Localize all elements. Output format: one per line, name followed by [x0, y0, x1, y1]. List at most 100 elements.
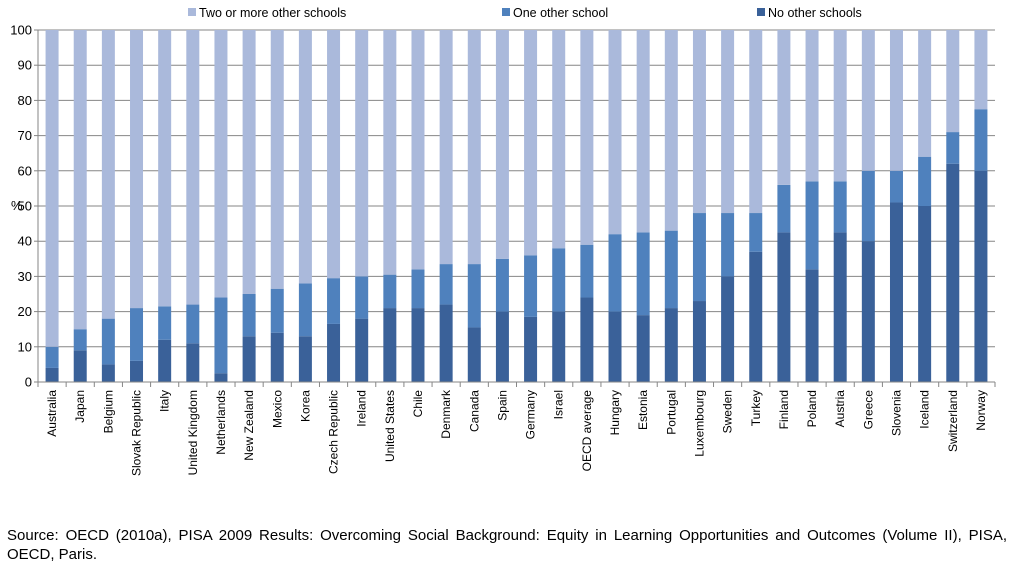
- bar-segment: [777, 232, 791, 382]
- bar-segment: [101, 30, 115, 319]
- bar-segment: [186, 343, 200, 382]
- legend-item: Two or more other schools: [188, 6, 346, 20]
- bar-segment: [580, 30, 594, 245]
- bar-segment: [439, 264, 453, 305]
- bar-segment: [749, 251, 763, 382]
- axes: [37, 30, 996, 387]
- bar-segment: [805, 181, 819, 270]
- bar-segment: [214, 373, 228, 382]
- bar-segment: [158, 339, 172, 382]
- bar-segment: [298, 283, 312, 337]
- bar-segment: [73, 30, 87, 330]
- bar-segment: [186, 30, 200, 305]
- legend-label: One other school: [513, 6, 608, 20]
- bar-segment: [214, 297, 228, 374]
- bar-segment: [580, 244, 594, 298]
- bar-segment: [130, 30, 144, 309]
- bar-segment: [692, 213, 706, 302]
- x-tick-label: Finland: [777, 390, 791, 429]
- bar-segment: [383, 308, 397, 382]
- bar-segment: [974, 109, 988, 171]
- gridlines: [34, 29, 995, 383]
- bar-segment: [383, 30, 397, 275]
- source-note: Source: OECD (2010a), PISA 2009 Results:…: [7, 527, 1007, 563]
- legend-swatch: [188, 8, 196, 16]
- bar-segment: [242, 30, 256, 294]
- bar-segment: [270, 288, 284, 333]
- x-tick-label: Czech Republic: [327, 390, 341, 474]
- x-tick-label: Denmark: [439, 389, 453, 439]
- x-tick-label: Ireland: [355, 390, 369, 427]
- x-tick-label: New Zealand: [242, 390, 256, 461]
- bar-segment: [664, 230, 678, 309]
- bar-segment: [327, 278, 341, 324]
- bar-segment: [130, 360, 144, 382]
- bar-segment: [805, 269, 819, 382]
- bar-segment: [692, 30, 706, 214]
- bar-segment: [552, 30, 566, 249]
- legend-swatch: [502, 8, 510, 16]
- bar-segment: [101, 318, 115, 365]
- bar-segment: [721, 213, 735, 277]
- y-tick-label: 50: [18, 199, 32, 214]
- x-tick-label: Korea: [298, 390, 312, 422]
- bar-segment: [411, 308, 425, 382]
- y-tick-label: 40: [18, 234, 32, 249]
- bar-segment: [721, 276, 735, 382]
- bar-segment: [918, 30, 932, 157]
- bar-segment: [355, 30, 369, 277]
- bar-segment: [861, 170, 875, 242]
- bar-segment: [186, 304, 200, 344]
- bar-segment: [805, 30, 819, 182]
- legend-label: Two or more other schools: [199, 6, 346, 20]
- bar-segment: [552, 311, 566, 382]
- bar-segment: [242, 294, 256, 337]
- legend-label: No other schools: [768, 6, 862, 20]
- bar-segment: [552, 248, 566, 312]
- x-tick-label: Spain: [495, 390, 509, 421]
- y-tick-label: 90: [18, 58, 32, 73]
- bar-segment: [355, 318, 369, 382]
- bar-segment: [73, 329, 87, 351]
- x-tick-label: Belgium: [101, 390, 115, 433]
- bar-segment: [45, 367, 59, 382]
- bar-segment: [918, 156, 932, 206]
- bar-segment: [889, 170, 903, 203]
- bar-segment: [833, 30, 847, 182]
- bar-segment: [889, 202, 903, 382]
- bar-segment: [73, 350, 87, 382]
- bar-segment: [524, 255, 538, 317]
- bar-segment: [664, 30, 678, 231]
- bar-segment: [45, 346, 59, 368]
- x-tick-label: Australia: [45, 390, 59, 437]
- x-tick-label: Slovak Republic: [130, 390, 144, 476]
- bar-segment: [918, 206, 932, 382]
- bar-segment: [580, 297, 594, 382]
- y-tick-label: 100: [10, 23, 32, 38]
- y-tick-label: 0: [25, 375, 32, 390]
- bar-segment: [721, 30, 735, 214]
- bar-segment: [467, 327, 481, 382]
- bar-segment: [495, 311, 509, 382]
- x-tick-label: Chile: [411, 390, 425, 418]
- x-tick-label: Mexico: [270, 390, 284, 428]
- x-tick-labels: Australia Japan Belgium Slovak Republic Ital…: [45, 389, 988, 476]
- x-tick-label: Italy: [158, 390, 172, 412]
- x-tick-label: Turkey: [749, 390, 763, 426]
- bar-segment: [467, 30, 481, 265]
- x-tick-label: Greece: [861, 390, 875, 430]
- bar-segment: [524, 316, 538, 382]
- stacked-bar-chart: Two or more other schools One other schoo…: [10, 6, 996, 476]
- y-tick-label: 30: [18, 269, 32, 284]
- bar-segment: [636, 315, 650, 382]
- x-tick-label: Estonia: [636, 390, 650, 430]
- bar-segment: [101, 364, 115, 382]
- x-tick-label: Hungary: [608, 390, 622, 435]
- bar-segment: [355, 276, 369, 319]
- y-axis-label: %: [11, 198, 23, 213]
- bar-segment: [130, 308, 144, 361]
- bar-segment: [270, 332, 284, 382]
- bar-segment: [692, 301, 706, 382]
- bar-segment: [327, 323, 341, 382]
- y-tick-label: 80: [18, 93, 32, 108]
